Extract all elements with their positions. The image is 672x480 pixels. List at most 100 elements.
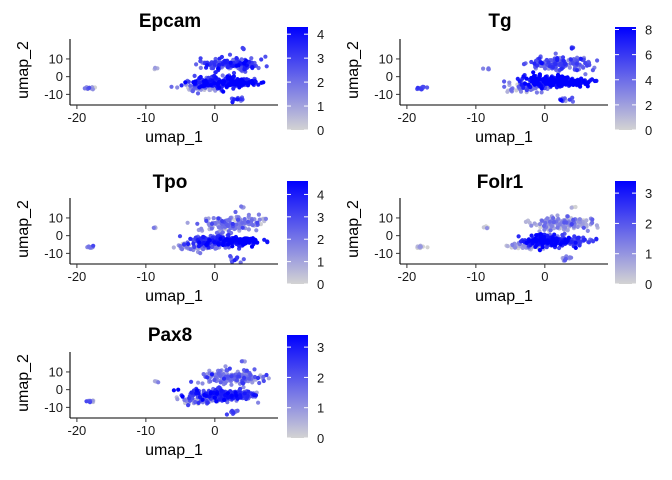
data-point: [563, 75, 568, 80]
data-point: [211, 216, 216, 221]
data-point: [266, 376, 271, 381]
data-point: [87, 85, 92, 90]
data-point: [425, 85, 430, 90]
data-point: [229, 393, 234, 398]
data-point: [529, 59, 534, 65]
colorbar-tick-label: 3: [317, 210, 324, 225]
data-point: [227, 366, 232, 371]
scatter-points: [415, 204, 600, 263]
data-point: [223, 364, 228, 369]
data-point: [591, 239, 596, 244]
data-point: [537, 56, 542, 61]
data-point: [562, 225, 568, 230]
scatter-points: [82, 45, 269, 105]
data-point: [232, 258, 237, 263]
data-point: [484, 226, 490, 231]
colorbar-tick-label: 3: [317, 340, 324, 355]
data-point: [240, 78, 245, 83]
data-point: [192, 73, 197, 78]
colorbar-tick-label: 1: [317, 99, 324, 114]
data-point: [535, 238, 540, 243]
data-point: [207, 87, 212, 93]
data-point: [594, 223, 600, 228]
data-point: [221, 239, 226, 244]
data-point: [198, 65, 203, 70]
data-point: [547, 239, 552, 244]
data-point: [242, 217, 247, 222]
data-point: [509, 87, 514, 92]
data-point: [194, 388, 199, 393]
data-point: [198, 251, 203, 256]
data-point: [551, 216, 556, 221]
data-point: [560, 79, 565, 85]
x-tick-label: -10: [136, 423, 155, 438]
colorbar-tick-label: 3: [317, 51, 324, 66]
data-point: [512, 245, 518, 250]
y-tick-label: -10: [374, 87, 393, 102]
data-point: [245, 393, 250, 398]
data-point: [530, 241, 535, 246]
data-point: [202, 83, 207, 88]
data-point: [212, 377, 217, 383]
colorbar-tick-label: 4: [645, 73, 652, 88]
data-point: [261, 80, 266, 85]
y-axis-label: umap_2: [15, 354, 32, 412]
data-point: [263, 54, 268, 59]
data-point: [196, 244, 201, 249]
data-point: [419, 87, 424, 92]
data-point: [153, 65, 158, 70]
data-point: [84, 399, 89, 404]
y-tick-label: 10: [49, 364, 63, 379]
data-point: [198, 74, 203, 80]
scatter-points: [415, 45, 600, 104]
colorbar-gradient: [615, 181, 636, 284]
data-point: [235, 97, 240, 102]
data-point: [225, 74, 230, 79]
data-point: [199, 226, 204, 231]
data-point: [539, 86, 544, 91]
data-point: [216, 242, 221, 247]
data-point: [263, 216, 268, 221]
data-point: [559, 98, 564, 103]
data-point: [220, 73, 225, 78]
data-point: [560, 55, 566, 60]
x-tick-label: -10: [466, 269, 485, 284]
data-point: [209, 244, 215, 250]
data-point: [241, 257, 246, 262]
data-point: [182, 397, 187, 403]
data-point: [425, 245, 430, 250]
data-point: [417, 244, 423, 249]
x-tick-label: 0: [211, 110, 218, 125]
data-point: [255, 240, 260, 245]
data-point: [234, 378, 239, 383]
data-point: [242, 359, 247, 364]
data-point: [194, 62, 199, 67]
x-tick-label: -20: [397, 110, 416, 125]
data-point: [209, 226, 214, 231]
data-point: [538, 232, 543, 237]
data-point: [548, 77, 553, 82]
y-tick-label: 0: [386, 69, 393, 84]
data-point: [231, 86, 236, 91]
data-point: [250, 65, 255, 70]
data-point: [226, 229, 231, 234]
data-point: [569, 46, 574, 51]
data-point: [574, 61, 579, 66]
data-point: [205, 400, 210, 405]
data-point: [514, 88, 519, 93]
data-point: [239, 359, 244, 364]
data-point: [550, 242, 555, 247]
data-point: [246, 227, 251, 232]
colorbar-tick-label: 1: [645, 247, 652, 262]
colorbar-tick-label: 2: [317, 232, 324, 247]
data-point: [523, 219, 529, 224]
data-point: [198, 56, 203, 61]
data-point: [240, 220, 245, 225]
data-point: [221, 79, 227, 84]
colorbar-tick-label: 2: [317, 370, 324, 385]
y-tick-label: 0: [386, 228, 393, 243]
data-point: [186, 403, 191, 408]
data-point: [200, 381, 205, 386]
data-point: [91, 243, 96, 248]
